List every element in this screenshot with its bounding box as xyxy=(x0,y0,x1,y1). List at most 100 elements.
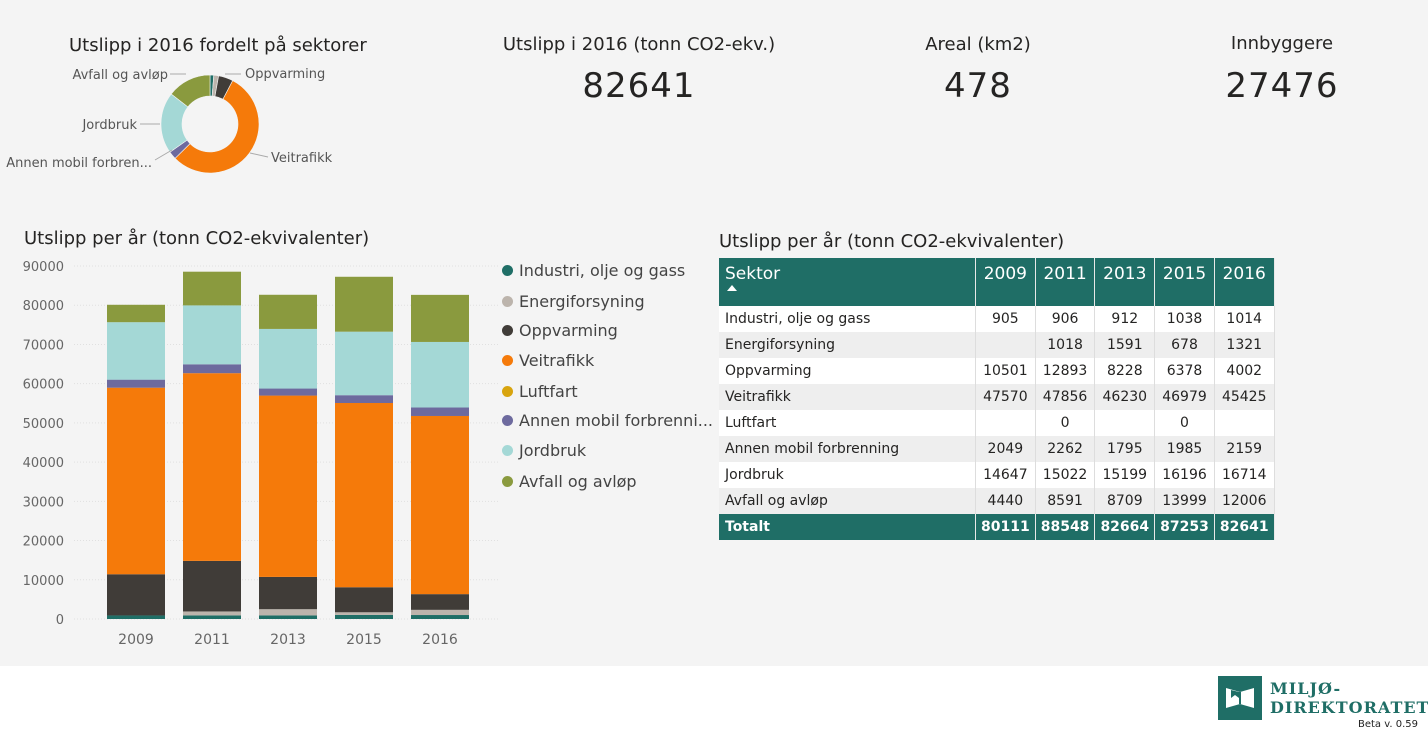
bar-segment[interactable] xyxy=(183,611,241,616)
bar-segment[interactable] xyxy=(183,615,241,619)
bar-segment[interactable] xyxy=(335,395,393,403)
table-cell: 12006 xyxy=(1214,488,1275,514)
row-label: Industri, olje og gass xyxy=(719,306,976,332)
bar-segment[interactable] xyxy=(183,271,241,306)
column-header-2011[interactable]: 2011 xyxy=(1035,258,1096,306)
table-cell: 906 xyxy=(1035,306,1096,332)
sektor-column-header[interactable]: Sektor xyxy=(719,258,976,306)
bar-segment[interactable] xyxy=(259,294,317,329)
annen-leader-line xyxy=(154,149,173,161)
legend-item[interactable]: Luftfart xyxy=(502,381,578,401)
y-tick-label: 70000 xyxy=(23,338,64,353)
bar-segment[interactable] xyxy=(107,379,165,388)
area-kpi-value: 478 xyxy=(944,66,1012,106)
table-cell xyxy=(975,332,1036,358)
table-row[interactable]: Oppvarming 10501 12893 8228 6378 4002 xyxy=(719,358,1275,384)
bar-segment[interactable] xyxy=(259,576,317,610)
table-cell: 15022 xyxy=(1035,462,1096,488)
bar-segment[interactable] xyxy=(107,615,165,619)
legend-item[interactable]: Oppvarming xyxy=(502,320,618,340)
bar-segment[interactable] xyxy=(411,615,469,619)
table-row[interactable]: Energiforsyning 1018 1591 678 1321 xyxy=(719,332,1275,358)
bar-segment[interactable] xyxy=(411,609,469,616)
legend-marker-icon xyxy=(502,385,513,397)
bar-segment[interactable] xyxy=(335,614,393,619)
total-cell: 88548 xyxy=(1035,514,1096,540)
sort-ascending-icon[interactable] xyxy=(727,285,737,291)
table-cell: 1321 xyxy=(1214,332,1275,358)
table-cell: 4002 xyxy=(1214,358,1275,384)
bar-segment[interactable] xyxy=(411,407,469,416)
table-row[interactable]: Luftfart 0 0 xyxy=(719,410,1275,436)
bar-segment[interactable] xyxy=(411,415,469,595)
bar-segment[interactable] xyxy=(107,322,165,380)
donut-chart[interactable]: Avfall og avløp Oppvarming Jordbruk Veit… xyxy=(0,60,420,190)
bar-segment[interactable] xyxy=(107,387,165,575)
y-tick-label: 30000 xyxy=(23,495,64,510)
table-cell: 0 xyxy=(1035,410,1096,436)
total-row: Totalt 80111 88548 82664 87253 82641 xyxy=(719,514,1275,540)
bar-segment[interactable] xyxy=(259,615,317,619)
bar-segment[interactable] xyxy=(335,402,393,588)
bar-segment[interactable] xyxy=(183,305,241,365)
bar-segment[interactable] xyxy=(335,276,393,332)
bar-segment[interactable] xyxy=(411,341,469,408)
table-cell: 1591 xyxy=(1094,332,1156,358)
legend-item[interactable]: Avfall og avløp xyxy=(502,471,637,491)
y-tick-label: 90000 xyxy=(23,260,64,275)
legend-item[interactable]: Veitrafikk xyxy=(502,350,594,370)
bar-segment[interactable] xyxy=(411,294,469,342)
legend-label: Industri, olje og gass xyxy=(519,260,686,280)
donut-slice-avfall-og-avløp[interactable] xyxy=(170,74,211,108)
legend-item[interactable]: Industri, olje og gass xyxy=(502,260,685,280)
table-row[interactable]: Jordbruk 14647 15022 15199 16196 16714 xyxy=(719,462,1275,488)
legend-item[interactable]: Energiforsyning xyxy=(502,291,645,311)
table-cell: 46230 xyxy=(1094,384,1156,410)
donut-label-jordbruk: Jordbruk xyxy=(81,118,137,133)
legend-label: Jordbruk xyxy=(519,440,587,460)
x-tick-label: 2015 xyxy=(346,632,382,648)
legend-marker-icon xyxy=(502,354,513,366)
table-row[interactable]: Annen mobil forbrenning 2049 2262 1795 1… xyxy=(719,436,1275,462)
legend-marker-icon xyxy=(502,475,513,487)
y-tick-label: 20000 xyxy=(23,535,64,550)
bar-segment[interactable] xyxy=(259,395,317,577)
stacked-bar-chart[interactable]: 0 10000 20000 30000 40000 50000 60000 70000 8000… xyxy=(0,250,500,660)
bar-segment[interactable] xyxy=(183,373,241,561)
bar-segment[interactable] xyxy=(335,612,393,615)
bar-segment[interactable] xyxy=(411,594,469,610)
column-header-2009[interactable]: 2009 xyxy=(975,258,1036,306)
table-row[interactable]: Industri, olje og gass 905 906 912 1038 … xyxy=(719,306,1275,332)
bar-segment[interactable] xyxy=(259,609,317,616)
legend-item[interactable]: Annen mobil forbrenni... xyxy=(502,410,713,430)
bar-segment[interactable] xyxy=(335,587,393,613)
table-cell: 2262 xyxy=(1035,436,1096,462)
column-header-2015[interactable]: 2015 xyxy=(1154,258,1215,306)
bar-segment[interactable] xyxy=(183,560,241,612)
bar-segment[interactable] xyxy=(107,304,165,323)
legend-marker-icon xyxy=(502,264,513,276)
donut-slice-veitrafikk[interactable] xyxy=(174,80,260,174)
table-title: Utslipp per år (tonn CO2-ekvivalenter) xyxy=(719,231,1065,252)
miljodirektoratet-logo-icon[interactable] xyxy=(1218,676,1262,720)
table-row[interactable]: Veitrafikk 47570 47856 46230 46979 45425 xyxy=(719,384,1275,410)
bar-segment[interactable] xyxy=(335,331,393,396)
table-cell: 6378 xyxy=(1154,358,1215,384)
bar-segment[interactable] xyxy=(107,574,165,616)
bar-segment[interactable] xyxy=(259,328,317,389)
column-header-2016[interactable]: 2016 xyxy=(1214,258,1275,306)
bar-segment[interactable] xyxy=(259,388,317,396)
table-cell: 8709 xyxy=(1094,488,1156,514)
bar-segment[interactable] xyxy=(183,364,241,374)
table-cell: 8228 xyxy=(1094,358,1156,384)
total-cell: 87253 xyxy=(1154,514,1215,540)
column-header-2013[interactable]: 2013 xyxy=(1094,258,1156,306)
legend-item[interactable]: Jordbruk xyxy=(502,440,586,460)
x-tick-label: 2011 xyxy=(194,632,230,648)
table-cell: 1014 xyxy=(1214,306,1275,332)
table-cell: 2049 xyxy=(975,436,1036,462)
table-cell: 4440 xyxy=(975,488,1036,514)
table-cell: 1985 xyxy=(1154,436,1215,462)
total-cell: 80111 xyxy=(975,514,1036,540)
table-row[interactable]: Avfall og avløp 4440 8591 8709 13999 120… xyxy=(719,488,1275,514)
